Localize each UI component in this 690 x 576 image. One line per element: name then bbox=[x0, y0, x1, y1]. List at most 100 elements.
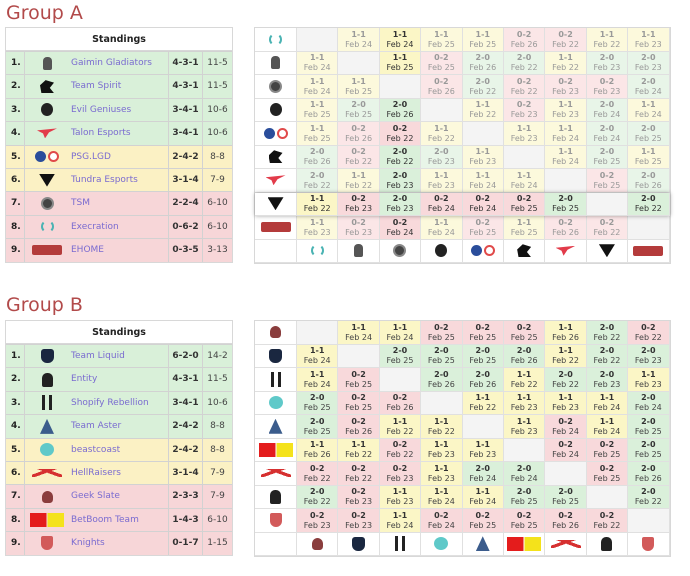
match-score: 0-2 bbox=[392, 463, 408, 473]
match-cell: 2-0 Feb 25 bbox=[297, 391, 339, 415]
standings-row: 6. Tundra Esports 3-1-4 7-9 bbox=[6, 167, 232, 192]
map-score: 7-9 bbox=[202, 461, 232, 485]
column-team-logo bbox=[338, 239, 380, 263]
match-cell: 1-1 Feb 23 bbox=[421, 438, 463, 462]
match-score: 1-1 bbox=[309, 53, 325, 62]
talon-icon bbox=[555, 245, 576, 256]
team-name-link[interactable]: TSM bbox=[71, 198, 90, 209]
match-score: 0-2 bbox=[434, 76, 449, 86]
map-score: 6-10 bbox=[202, 215, 232, 239]
match-score: 1-1 bbox=[309, 440, 325, 449]
map-score: 6-10 bbox=[202, 508, 232, 532]
match-date: Feb 23 bbox=[510, 426, 538, 436]
match-score: 0-2 bbox=[516, 510, 532, 520]
team-spirit-icon bbox=[40, 80, 54, 94]
match-score: 2-0 bbox=[641, 170, 656, 180]
match-date: Feb 24 bbox=[634, 110, 662, 119]
match-date: Feb 25 bbox=[510, 204, 538, 213]
team-name-link[interactable]: Execration bbox=[71, 221, 119, 232]
match-date: Feb 26 bbox=[303, 450, 331, 459]
match-cell: 2-0 Feb 26 bbox=[379, 98, 422, 122]
team-name-link[interactable]: Evil Geniuses bbox=[71, 104, 132, 115]
match-date: Feb 22 bbox=[510, 379, 538, 389]
match-date: Feb 22 bbox=[303, 473, 331, 483]
match-score: 2-0 bbox=[475, 76, 490, 86]
row-team-logo bbox=[255, 344, 297, 368]
team-name-link[interactable]: Knights bbox=[71, 538, 105, 549]
match-date: Feb 25 bbox=[593, 157, 621, 166]
match-cell: 2-0 Feb 26 bbox=[421, 368, 463, 392]
match-score: 2-0 bbox=[599, 369, 615, 379]
team-name-link[interactable]: Team Liquid bbox=[71, 351, 125, 361]
match-score: 0-2 bbox=[599, 463, 615, 473]
match-score: 1-1 bbox=[516, 369, 532, 379]
team-name-link[interactable]: Shopify Rebellion bbox=[71, 397, 149, 408]
team-name-link[interactable]: EHOME bbox=[71, 245, 104, 256]
map-score: 10-6 bbox=[202, 122, 232, 145]
match-date: Feb 23 bbox=[386, 180, 414, 190]
group-b-title: Group B bbox=[6, 294, 83, 316]
match-date: Feb 22 bbox=[427, 133, 455, 143]
match-cell: 1-1 Feb 23 bbox=[421, 462, 463, 486]
row-team-logo bbox=[255, 485, 297, 509]
record: 0-3-5 bbox=[168, 239, 202, 262]
match-score: 0-2 bbox=[351, 487, 366, 496]
match-score: 2-0 bbox=[641, 194, 656, 203]
match-date: Feb 25 bbox=[510, 332, 538, 342]
row-team-logo bbox=[255, 28, 297, 52]
team-name-link[interactable]: BetBoom Team bbox=[71, 514, 139, 525]
team-name-link[interactable]: Entity bbox=[71, 374, 98, 385]
team-name-link[interactable]: PSG.LGD bbox=[71, 151, 111, 162]
record: 3-4-1 bbox=[168, 391, 202, 415]
match-score: 1-1 bbox=[392, 53, 408, 62]
match-cell: 2-0 Feb 25 bbox=[379, 344, 422, 368]
hell-icon bbox=[550, 539, 581, 548]
match-cell: 2-0 Feb 26 bbox=[297, 145, 339, 169]
match-date: Feb 26 bbox=[469, 379, 497, 389]
empty-cell bbox=[503, 145, 546, 169]
match-date: Feb 25 bbox=[427, 356, 455, 365]
match-score: 2-0 bbox=[641, 416, 656, 426]
team-name-link[interactable]: beastcoast bbox=[71, 444, 121, 455]
match-date: Feb 22 bbox=[469, 86, 497, 96]
map-score: 8-8 bbox=[202, 145, 232, 168]
match-date: Feb 23 bbox=[427, 473, 455, 483]
match-date: Feb 23 bbox=[593, 63, 621, 72]
match-date: Feb 22 bbox=[593, 356, 621, 365]
rank: 6. bbox=[6, 168, 25, 192]
team-name-link[interactable]: Geek Slate bbox=[71, 491, 120, 502]
match-cell: 1-1 Feb 25 bbox=[503, 216, 546, 240]
row-team-logo bbox=[255, 415, 297, 439]
match-cell: 0-2 Feb 25 bbox=[503, 321, 546, 345]
match-score: 1-1 bbox=[392, 322, 408, 332]
team-logo bbox=[25, 532, 69, 554]
psglgd-icon bbox=[263, 127, 288, 139]
match-score: 1-1 bbox=[516, 416, 532, 426]
team-name-link[interactable]: Gaimin Gladiators bbox=[71, 58, 152, 68]
match-date: Feb 24 bbox=[634, 86, 662, 96]
team-name-link[interactable]: HellRaisers bbox=[71, 467, 121, 478]
team-name-link[interactable]: Team Aster bbox=[71, 421, 122, 432]
match-cell: 1-1 Feb 25 bbox=[421, 28, 463, 52]
match-score: 1-1 bbox=[351, 322, 366, 332]
empty-cell bbox=[503, 438, 546, 462]
team-name-link[interactable]: Talon Esports bbox=[71, 128, 131, 139]
team-name-link[interactable]: Tundra Esports bbox=[71, 174, 138, 185]
row-team-logo bbox=[255, 145, 297, 169]
match-date: Feb 25 bbox=[552, 497, 579, 506]
match-date: Feb 23 bbox=[345, 204, 373, 213]
match-date: Feb 25 bbox=[469, 39, 497, 49]
match-date: Feb 22 bbox=[552, 39, 579, 49]
match-cell: 0-2 Feb 25 bbox=[586, 462, 629, 486]
team-logo bbox=[25, 99, 69, 121]
match-score: 1-1 bbox=[392, 510, 408, 520]
match-date: Feb 24 bbox=[386, 520, 414, 530]
match-score: 2-0 bbox=[558, 369, 573, 379]
team-name-link[interactable]: Team Spirit bbox=[71, 81, 122, 92]
row-team-logo bbox=[255, 391, 297, 415]
exec-icon bbox=[310, 244, 324, 258]
match-score: 0-2 bbox=[309, 463, 325, 473]
match-score: 2-0 bbox=[434, 147, 449, 156]
bb-icon bbox=[507, 536, 542, 551]
match-score: 0-2 bbox=[516, 194, 532, 203]
